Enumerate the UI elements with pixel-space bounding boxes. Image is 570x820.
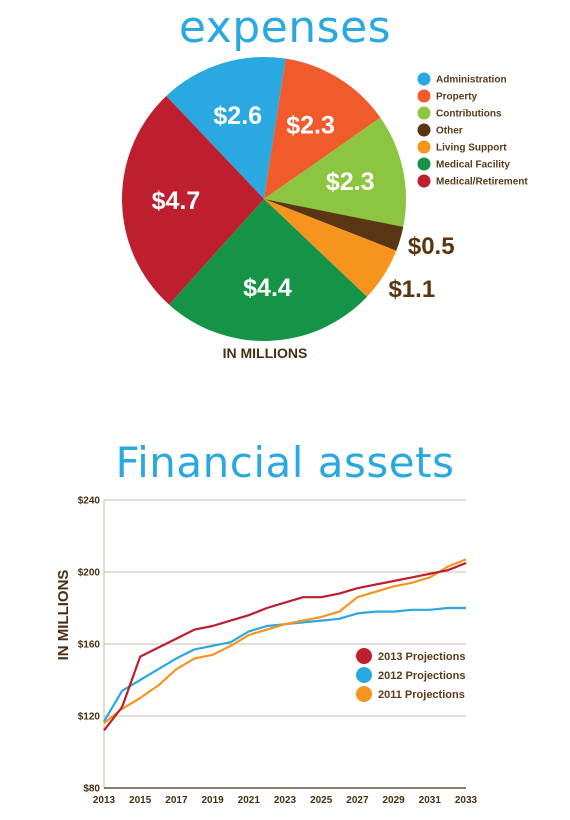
pie-value-label: $2.3	[286, 111, 335, 139]
y-tick-label: $80	[83, 784, 100, 795]
x-tick-label: 2025	[310, 795, 333, 806]
grid-lines	[103, 499, 466, 789]
pie-slice-medical-retirement	[121, 95, 264, 305]
pie-value-labels: $2.6 $2.3 $2.3 $0.5 $1.1 $4.4 $4.7	[152, 102, 455, 303]
pie-slice-contributions	[264, 117, 406, 227]
series-line-2011-projections	[103, 558, 467, 725]
legend-swatch	[356, 686, 372, 702]
x-tick-label: 2015	[129, 795, 152, 806]
financial-assets-title: Financial assets	[115, 438, 455, 487]
x-tick-label: 2033	[455, 795, 478, 806]
x-tick-label: 2021	[238, 795, 261, 806]
line-series	[103, 558, 467, 732]
legend-swatch	[356, 667, 372, 683]
pie-value-label: $1.1	[388, 276, 435, 303]
legend-label: Administration	[436, 75, 507, 86]
pie-slice-living-support	[264, 199, 397, 297]
pie-value-label: $2.3	[326, 168, 375, 196]
y-tick-label: $160	[78, 640, 101, 651]
expenses-title: expenses	[178, 2, 392, 53]
legend-label: 2012 Projections	[378, 670, 465, 682]
legend-label: Medical Facility	[436, 160, 510, 171]
pie-unit-label: IN MILLIONS	[223, 345, 308, 361]
x-tick-labels: 2013 2015 2017 2019 2021 2023 2025 2027 2029 2031…	[93, 795, 478, 806]
y-tick-label: $200	[78, 568, 101, 579]
pie-slice-property	[264, 58, 381, 200]
pie-slices	[121, 57, 406, 341]
legend-swatch	[417, 89, 431, 103]
legend-swatch	[417, 157, 431, 171]
pie-value-label: $0.5	[408, 233, 455, 260]
pie-value-label: $4.4	[243, 274, 292, 302]
y-axis-title: IN MILLIONS	[55, 570, 72, 661]
y-tick-label: $240	[78, 496, 101, 507]
legend-swatch	[417, 72, 431, 86]
pie-value-label: $4.7	[152, 187, 201, 215]
series-line-2013-projections	[103, 561, 467, 732]
legend-swatch	[417, 123, 431, 137]
pie-slice-administration	[166, 57, 286, 200]
legend-label: Medical/Retirement	[436, 177, 528, 188]
pie-legend: Administration Property Contributions Other…	[417, 72, 528, 188]
x-tick-label: 2019	[201, 795, 224, 806]
x-tick-label: 2029	[382, 795, 405, 806]
y-tick-label: $120	[78, 712, 101, 723]
pie-slice-other	[264, 199, 404, 251]
legend-label: Contributions	[436, 109, 502, 120]
y-tick-labels: $240 $200 $160 $120 $80	[78, 496, 101, 795]
pie-slice-medical-facility	[169, 199, 368, 341]
expenses-pie-chart: $2.6 $2.3 $2.3 $0.5 $1.1 $4.4 $4.7 Administrat…	[121, 57, 528, 361]
legend-swatch	[356, 648, 372, 664]
legend-label: Other	[436, 126, 463, 137]
x-tick-label: 2031	[419, 795, 442, 806]
legend-label: 2011 Projections	[378, 689, 465, 701]
x-tick-label: 2023	[274, 795, 297, 806]
pie-value-label: $2.6	[213, 102, 262, 130]
legend-label: Living Support	[436, 143, 507, 154]
legend-swatch	[417, 140, 431, 154]
legend-swatch	[417, 174, 431, 188]
legend-label: Property	[436, 92, 478, 103]
x-tick-label: 2013	[93, 795, 116, 806]
line-legend: 2013 Projections 2012 Projections 2011 Pro…	[356, 648, 465, 702]
x-tick-label: 2017	[165, 795, 188, 806]
legend-swatch	[417, 106, 431, 120]
legend-label: 2013 Projections	[378, 651, 465, 663]
x-tick-label: 2027	[346, 795, 369, 806]
